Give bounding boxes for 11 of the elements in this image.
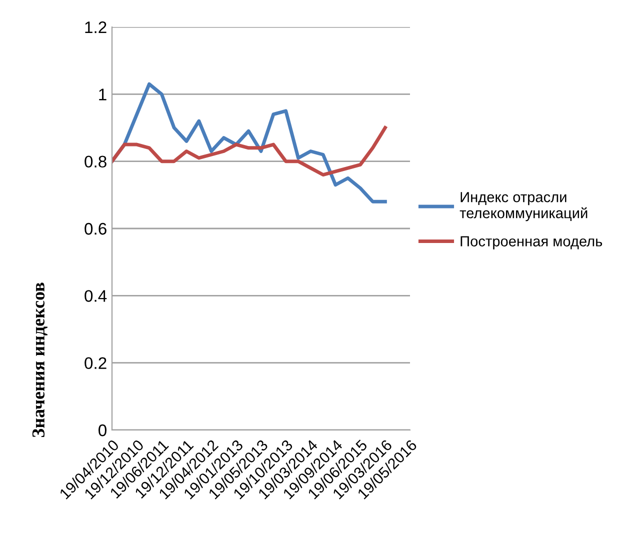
y-tick-label: 0.8 (84, 156, 106, 168)
y-tick-label: 1 (99, 88, 106, 100)
y-tick-label: 1.2 (85, 21, 106, 34)
y-tick-label: 0.2 (84, 357, 106, 370)
line-series (112, 126, 387, 176)
y-tick-label: 0.4 (84, 290, 107, 302)
legend-label: Индекс отрасли телекоммуникаций (460, 192, 588, 222)
legend-label: Построенная модель (460, 236, 602, 250)
y-tick-label: 0.6 (84, 222, 106, 235)
y-axis-title: Значения индексов (32, 282, 48, 438)
y-tick-label: 0 (98, 424, 106, 436)
